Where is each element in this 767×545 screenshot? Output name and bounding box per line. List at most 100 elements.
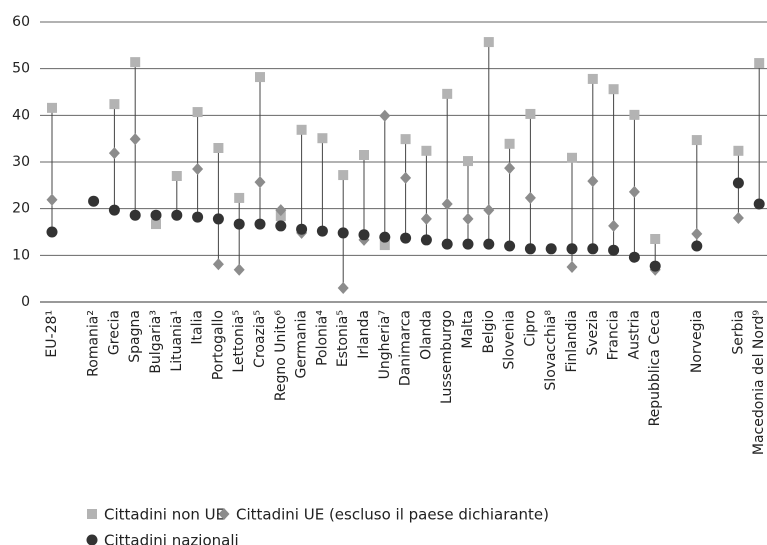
square-marker — [400, 134, 411, 145]
circle-marker — [732, 177, 744, 189]
circle-marker — [254, 218, 266, 230]
square-marker — [754, 58, 765, 69]
diamond-marker — [46, 193, 58, 206]
diamond-marker — [691, 227, 703, 240]
circle-marker — [524, 243, 536, 255]
square-marker — [359, 150, 369, 160]
x-tick-label: Regno Unito⁶ — [273, 310, 289, 402]
x-tick-label: Lussemburgo — [439, 310, 455, 404]
legend-label: Cittadini UE (escluso il paese dichiaran… — [236, 506, 549, 524]
legend-marker — [86, 534, 98, 545]
x-tick-label: Finlandia — [564, 310, 580, 373]
x-tick-label: Bulgaria³ — [148, 310, 164, 374]
circle-marker — [379, 231, 391, 243]
circle-marker — [88, 195, 100, 207]
diamond-marker — [254, 176, 266, 189]
circle-marker — [129, 209, 141, 221]
diamond-marker — [628, 185, 640, 198]
legend-marker — [87, 509, 97, 519]
diamond-marker — [587, 175, 599, 188]
square-marker — [296, 124, 307, 135]
diamond-marker — [275, 204, 287, 217]
x-tick-label: EU-28¹ — [44, 310, 60, 358]
square-marker — [275, 211, 286, 222]
diamond-marker — [732, 212, 744, 224]
x-tick-label: Romania² — [86, 310, 102, 377]
x-tick-label: Lettonia⁵ — [231, 310, 247, 373]
y-tick-label: 10 — [12, 247, 30, 263]
diamond-marker — [233, 263, 245, 276]
x-tick-label: Italia — [190, 310, 206, 345]
x-tick-label: Belgio — [481, 310, 497, 353]
x-tick-label: Danimarca — [398, 310, 414, 386]
circle-marker — [108, 204, 120, 216]
square-marker — [463, 156, 473, 167]
circle-marker — [753, 198, 765, 210]
circle-marker — [420, 234, 432, 246]
diamond-marker — [192, 163, 204, 175]
square-marker — [483, 37, 494, 48]
square-marker — [587, 73, 598, 84]
x-tick-label: Svezia — [585, 310, 601, 356]
x-tick-label: Macedonia del Nord⁹ — [751, 310, 767, 455]
x-tick-label: Slovacchia⁸ — [543, 310, 559, 391]
x-tick-label: Malta — [460, 310, 476, 349]
x-tick-label: Ungheria⁷ — [377, 310, 393, 379]
x-tick-label: Grecia — [106, 310, 122, 355]
diamond-marker — [483, 204, 495, 217]
square-marker — [130, 57, 141, 68]
circle-marker — [483, 238, 495, 250]
diamond-marker — [504, 162, 516, 175]
diamond-marker — [524, 191, 536, 204]
square-marker — [171, 171, 182, 181]
square-marker — [213, 143, 224, 153]
square-marker — [733, 145, 744, 156]
diamond-marker — [420, 212, 432, 225]
circle-marker — [275, 220, 287, 232]
diamond-marker — [379, 109, 391, 122]
circle-marker — [504, 240, 516, 252]
x-tick-label: Serbia — [730, 310, 746, 355]
diamond-marker — [212, 258, 224, 271]
square-marker — [255, 72, 265, 83]
square-marker — [629, 109, 640, 120]
diamond-marker — [441, 198, 453, 210]
x-tick-label: Spagna — [127, 310, 143, 363]
circle-marker — [545, 243, 557, 255]
circle-marker — [337, 227, 349, 239]
square-marker — [421, 145, 432, 156]
circle-marker — [608, 244, 620, 256]
diamond-marker — [129, 133, 141, 146]
circle-marker — [316, 225, 328, 237]
diamond-marker — [337, 282, 349, 294]
circle-marker — [566, 243, 578, 255]
x-tick-label: Francia — [606, 310, 622, 360]
square-marker — [151, 219, 161, 230]
circle-marker — [150, 209, 162, 221]
circle-marker — [296, 223, 308, 235]
circle-marker — [233, 218, 245, 230]
square-marker — [442, 88, 453, 99]
square-marker — [47, 102, 57, 113]
diamond-marker — [400, 171, 412, 184]
diamond-marker — [608, 219, 620, 232]
y-tick-label: 60 — [12, 14, 30, 30]
legend-marker — [218, 508, 230, 520]
x-tick-label: Austria — [626, 310, 642, 359]
y-tick-label: 40 — [12, 107, 30, 123]
diamond-marker — [462, 212, 474, 225]
x-tick-label: Germania — [294, 310, 310, 379]
circle-marker — [358, 229, 370, 241]
x-tick-label: Olanda — [418, 310, 434, 360]
square-marker — [379, 240, 390, 251]
x-tick-label: Estonia⁵ — [335, 310, 351, 367]
x-tick-label: Polonia⁴ — [314, 310, 330, 366]
x-tick-label: Repubblica Ceca — [647, 310, 663, 426]
diamond-marker — [566, 261, 578, 273]
circle-marker — [587, 243, 599, 255]
square-marker — [234, 192, 245, 203]
legend-label: Cittadini nazionali — [104, 532, 239, 545]
diamond-marker — [108, 147, 120, 160]
circle-marker — [212, 213, 224, 225]
